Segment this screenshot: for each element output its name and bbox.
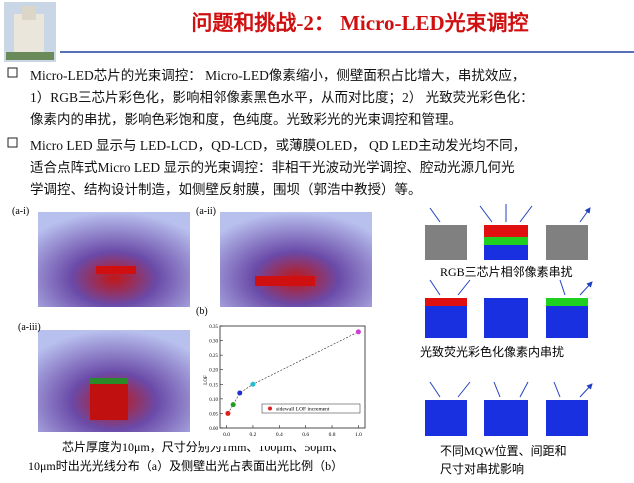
diagram-caption: 尺寸对串扰影响 <box>440 461 524 476</box>
legend-text: sidewall LOF increment <box>276 407 330 413</box>
title: 问题和挑战-2： Micro-LED光束调控 <box>191 11 528 35</box>
panel-label: (a-i) <box>12 206 29 217</box>
legend-marker <box>268 406 272 411</box>
bullet-text: Micro LED 显示与 LED-LCD，QD-LCD，或薄膜OLED， QD… <box>30 138 526 153</box>
y-tick-label: 0.30 <box>209 340 218 345</box>
point <box>230 402 236 408</box>
bullet-text: Micro-LED芯片的光束调控： Micro-LED像素缩小，侧壁面积占比增大… <box>30 67 525 83</box>
bullet-box <box>7 67 18 78</box>
point <box>237 390 243 396</box>
y-tick-label: 0.35 <box>209 325 218 330</box>
plot-frame <box>219 325 366 429</box>
chart-bg <box>200 318 372 446</box>
chart: 0.00 0.05 0.10 0.15 0.20 0.25 0.30 0.35 0.0 0.2 0.… <box>200 318 372 446</box>
labels: (a-i) (a-ii)(a-iii)(b)芯片厚度为10μm，尺寸分别为1mm、… <box>12 206 573 476</box>
x-tick-label: 0.2 <box>250 432 257 438</box>
ray-images <box>38 212 372 432</box>
diagram-caption: 光致荧光彩色化像素内串扰 <box>420 345 564 359</box>
y-tick-label: 0.05 <box>209 412 218 417</box>
diagram-caption: RGB三芯片相邻像素串扰 <box>440 265 573 279</box>
x-tick-label: 0.6 <box>302 432 309 438</box>
x-tick-label: 0.8 <box>329 432 336 438</box>
logo <box>4 2 56 62</box>
bullet-box <box>7 137 18 148</box>
x-tick-label: 0.4 <box>276 432 283 438</box>
panel-label: (b) <box>196 306 208 317</box>
panel-label: (a-iii) <box>18 322 41 333</box>
y-tick-label: 0.00 <box>209 427 218 432</box>
point <box>250 381 256 387</box>
bullets: Micro-LED芯片的光束调控： Micro-LED像素缩小，侧壁面积占比增大… <box>7 67 534 197</box>
y-tick-label: 0.15 <box>209 383 218 388</box>
caption: 10μm时出光光线分布（a）及侧壁出光占表面出光比例（b） <box>28 458 343 473</box>
bullet-text: 1）RGB三芯片彩色化，影响相邻像素黑色水平，从而对比度；2） 光致荧光彩色化： <box>30 89 534 106</box>
point <box>355 329 361 335</box>
y-tick-label: 0.20 <box>209 369 218 374</box>
x-tick-label: 0.0 <box>223 432 230 438</box>
bullet-text: 学调控、结构设计制造，如侧壁反射膜，围坝（郭浩中教授）等。 <box>30 181 422 197</box>
trend-line <box>227 331 359 414</box>
diagram-caption: 不同MQW位置、间距和 <box>440 443 567 458</box>
legend-box <box>261 403 361 414</box>
y-tick-label: 0.25 <box>209 354 218 359</box>
bullet-text: 适合点阵式Micro LED 显示的光束调控：非相干光波动光学调控、腔动光源几何… <box>30 160 514 175</box>
y-axis-label: LOF <box>204 375 209 385</box>
y-tick-label: 0.10 <box>209 398 218 403</box>
diagrams <box>425 204 592 436</box>
x-tick-label: 1.0 <box>355 432 362 438</box>
panel-label: (a-ii) <box>196 206 216 217</box>
point <box>225 410 231 416</box>
bullet-text: 像素内的串扰，影响色彩饱和度，色纯度。光致彩光的光束调控和管理。 <box>30 111 462 127</box>
